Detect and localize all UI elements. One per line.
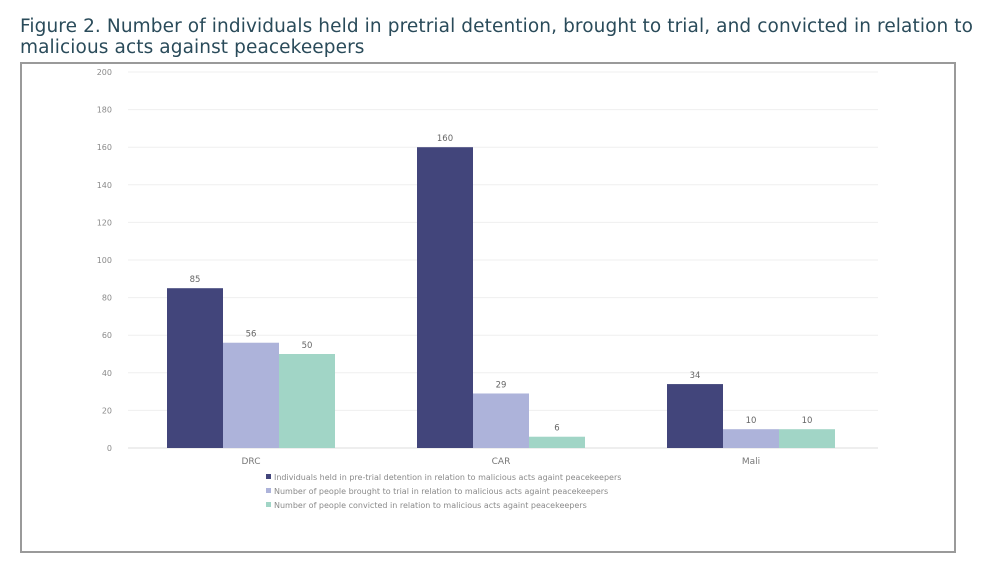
y-tick-label: 120	[97, 218, 112, 227]
data-labels: 85 56 50 160 29 6 34 10 10	[190, 134, 813, 434]
y-tick-label: 140	[97, 181, 112, 190]
legend-swatch	[266, 474, 271, 479]
bars	[167, 147, 835, 448]
legend-swatch	[266, 502, 271, 507]
x-category-label: Mali	[742, 457, 760, 467]
y-tick-label: 20	[102, 406, 112, 415]
bar	[529, 436, 585, 448]
x-axis-categories: DRC CAR Mali	[241, 457, 760, 467]
data-label: 85	[190, 275, 201, 285]
y-tick-label: 40	[102, 369, 112, 378]
data-label: 10	[802, 416, 813, 426]
chart-title: Figure 2. Number of individuals held in …	[20, 16, 974, 58]
data-label: 6	[554, 424, 559, 434]
legend-entry: Number of people brought to trial in rel…	[274, 487, 608, 496]
bar	[779, 429, 835, 448]
y-tick-label: 60	[102, 331, 112, 340]
y-tick-label: 0	[107, 444, 112, 453]
y-tick-label: 80	[102, 294, 112, 303]
bar	[167, 288, 223, 448]
bar	[279, 354, 335, 448]
data-label: 160	[437, 134, 453, 144]
gridlines	[128, 71, 878, 449]
data-label: 29	[496, 380, 507, 390]
y-tick-label: 180	[97, 106, 112, 115]
bar	[667, 384, 723, 448]
data-label: 50	[302, 341, 313, 351]
legend-entry: Individuals held in pre-trial detention …	[274, 473, 621, 482]
data-label: 34	[690, 371, 701, 381]
y-tick-label: 160	[97, 143, 112, 152]
bar	[473, 393, 529, 448]
x-category-label: DRC	[241, 457, 260, 467]
data-label: 56	[246, 330, 257, 340]
y-tick-label: 200	[97, 68, 112, 77]
legend-swatch	[266, 488, 271, 493]
legend: Individuals held in pre-trial detention …	[266, 473, 621, 510]
data-label: 10	[746, 416, 757, 426]
bar	[723, 429, 779, 448]
y-axis-ticks: 0 20 40 60 80 100 120 140 160 180 200	[97, 68, 112, 453]
bar	[417, 147, 473, 448]
y-tick-label: 100	[97, 256, 112, 265]
legend-entry: Number of people convicted in relation t…	[274, 501, 587, 510]
x-category-label: CAR	[492, 457, 511, 467]
bar	[223, 342, 279, 448]
